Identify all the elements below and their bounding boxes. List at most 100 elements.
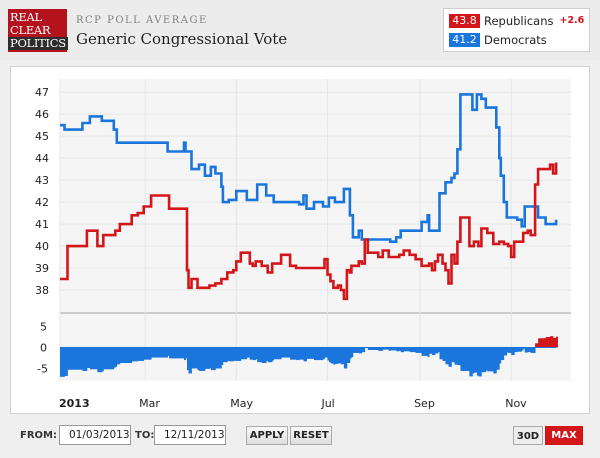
spread-bar [324,347,327,358]
reset-button[interactable]: RESET [290,426,332,445]
rcp-logo[interactable]: REAL CLEAR POLITICS [8,9,68,52]
legend: 43.8 Republicans +2.6 41.2 Democrats [443,8,590,52]
spread-bar [548,337,551,348]
spread-bar [336,347,339,364]
spread-bar [414,347,416,353]
to-date-input[interactable]: 12/11/2013 [154,425,226,445]
spread-bar [218,347,221,369]
from-date-input[interactable]: 01/03/2013 [59,425,131,445]
spread-bar [290,347,292,360]
spread-bar [448,347,451,367]
spread-bar [85,347,88,371]
spread-bar [536,343,539,348]
spread-bar [104,347,107,370]
spread-bar [118,347,121,365]
spread-bar [396,347,399,352]
spread-bar [369,347,372,351]
spread-bar [550,336,552,348]
apply-button[interactable]: APPLY [246,426,288,445]
spread-bar [539,338,542,348]
republicans-series-line[interactable] [60,162,558,301]
x-tick-label: 2013 [59,397,90,410]
spread-bar [166,347,168,358]
spread-tick-label: -5 [37,362,48,375]
spread-bar [209,347,212,369]
spread-bar [91,347,94,370]
spread-bar [458,347,461,366]
spread-bar [251,347,254,360]
spread-bar [198,347,201,371]
spread-bar [354,347,357,353]
range-max-button[interactable]: MAX [545,426,583,445]
spread-bar [424,347,427,356]
spread-bar [234,347,237,361]
spread-bar [302,347,304,360]
spread-bar [67,347,70,370]
spread-bar [322,347,325,360]
legend-democrats[interactable]: 41.2 Democrats [449,32,547,47]
spread-bar [122,347,125,363]
spread-bar [358,347,361,354]
spread-bar [188,347,191,374]
spread-bar [442,347,445,361]
chart-svg[interactable]: 38 39 40 41 42 43 44 45 46 47 5 0 -5 2013 Mar May Jul Se… [11,67,589,413]
spread-bar [318,347,321,361]
spread-bar [429,347,431,354]
democrats-series-line[interactable] [60,93,558,243]
spread-bar [334,347,337,364]
spread-bar [530,347,533,353]
spread-bar [441,347,443,360]
republicans-value: 43.8 [449,13,480,28]
range-30d-button[interactable]: 30D [513,426,543,445]
spread-bar [65,347,68,376]
spread-bar [309,347,312,359]
spread-bar [151,347,154,358]
x-tick-label: Mar [139,397,160,410]
legend-republicans[interactable]: 43.8 Republicans +2.6 [449,13,584,28]
y-tick-label: 38 [35,284,49,297]
spread-bar [446,347,449,365]
spread-bar [204,347,207,369]
spread-bar [436,347,439,354]
spread-bar [346,347,349,363]
spread-bar [88,347,91,369]
spread-bar [284,347,287,358]
spread-bar [372,347,375,351]
spread-bar [107,347,110,370]
y-tick-label: 40 [35,240,49,253]
spread-bar [245,347,248,360]
spread-bar [327,347,330,361]
spread-bar [224,347,227,363]
spread-bar [233,347,236,361]
y-tick-label: 42 [35,196,49,209]
spread-bar [76,347,79,370]
spread-bar [115,347,118,367]
spread-bar [89,347,92,370]
y-tick-label: 39 [35,262,49,275]
spread-bar [529,347,532,353]
spread-bar [103,347,106,370]
spread-bar [100,347,103,373]
spread-bar [79,347,82,370]
spread-bar [285,347,288,358]
chart-title: Generic Congressional Vote [76,30,288,48]
spread-bar [207,347,210,369]
spread-bar [106,347,109,370]
spread-bar [454,347,457,365]
spread-bar [95,347,98,370]
spread-bar [167,347,170,356]
spread-bar [243,347,246,360]
spread-bar [387,347,390,350]
spread-bar [192,347,195,369]
spread-bar [185,347,188,359]
spread-bar [246,347,249,358]
spread-bar [112,347,115,370]
spread-bar [342,347,345,365]
spread-bar [257,347,260,363]
spread-bar [412,347,415,353]
spread-bar [511,347,514,356]
y-tick-label: 44 [35,152,49,165]
spread-bar [535,343,538,348]
spread-bar [542,338,545,348]
chart-panel: 38 39 40 41 42 43 44 45 46 47 5 0 -5 2013 Mar May Jul Se… [10,66,590,414]
